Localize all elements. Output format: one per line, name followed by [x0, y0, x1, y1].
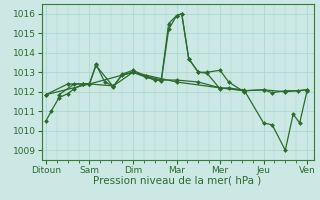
- X-axis label: Pression niveau de la mer( hPa ): Pression niveau de la mer( hPa ): [93, 176, 262, 186]
